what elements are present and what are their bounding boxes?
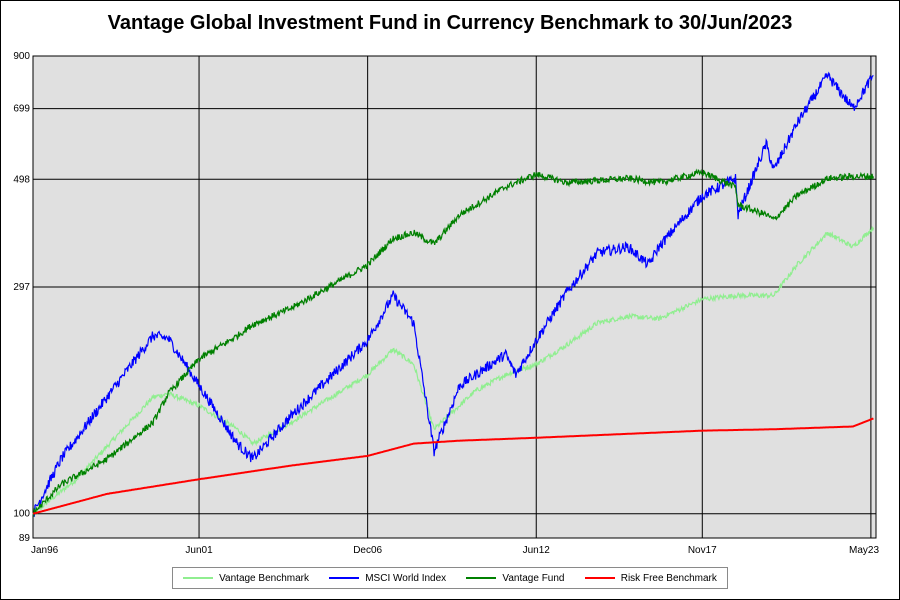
legend-item: Risk Free Benchmark: [584, 572, 717, 584]
legend-swatch: [466, 577, 497, 579]
legend-swatch: [183, 577, 214, 579]
legend-label: Vantage Benchmark: [219, 572, 309, 584]
legend-label: Risk Free Benchmark: [620, 572, 717, 584]
y-tick-label: 89: [19, 533, 31, 544]
plot-area: [32, 55, 877, 539]
series-line: [32, 226, 874, 516]
legend-item: MSCI World Index: [329, 573, 446, 584]
legend-label: Vantage Fund: [502, 572, 565, 584]
series-line: [32, 417, 874, 515]
x-axis-ticks: Jan96 Jun01 Dec06 Jun12 Nov17 May23: [31, 545, 879, 556]
y-tick-label: 699: [13, 104, 30, 115]
legend-label: MSCI World Index: [365, 572, 447, 584]
x-tick-label: May23: [849, 545, 879, 556]
x-tick-label: Jan96: [31, 545, 59, 556]
legend-item: Vantage Fund: [466, 572, 565, 584]
series-lines: [32, 71, 874, 518]
legend-swatch: [584, 577, 615, 579]
y-tick-label: 900: [13, 51, 30, 62]
x-tick-label: Jun12: [523, 545, 551, 556]
y-tick-label: 297: [13, 282, 30, 293]
y-tick-label: 100: [13, 509, 30, 520]
x-tick-label: Jun01: [185, 545, 213, 556]
legend: Vantage Benchmark MSCI World Index Vantage…: [172, 567, 728, 589]
legend-swatch: [329, 577, 360, 579]
y-tick-label: 498: [13, 174, 30, 185]
x-tick-label: Dec06: [353, 545, 382, 556]
legend-item: Vantage Benchmark: [183, 573, 309, 584]
series-line: [32, 168, 874, 518]
x-tick-label: Nov17: [688, 545, 717, 556]
y-axis-ticks: 89 100 297 498 699 900: [13, 51, 30, 544]
chart-title: Vantage Global Investment Fund in Curren…: [107, 12, 793, 34]
